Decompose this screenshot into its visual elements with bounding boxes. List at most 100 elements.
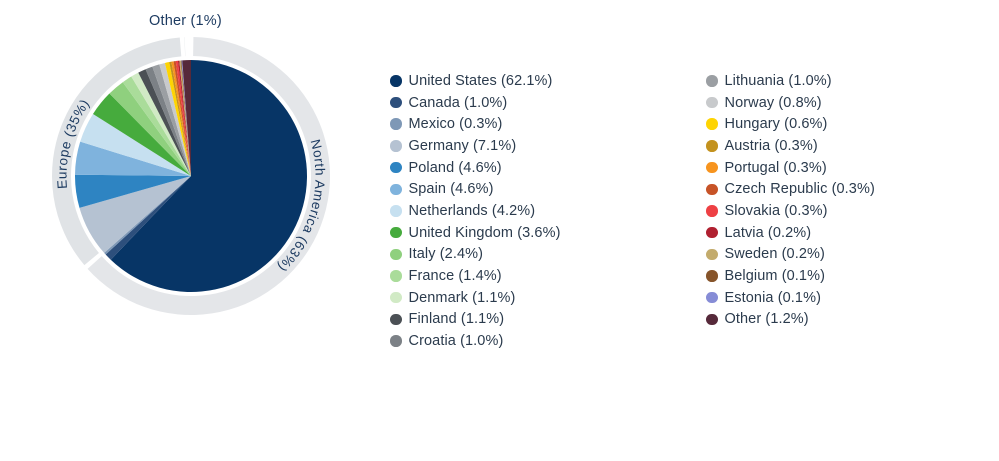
legend-label: Other (1.2%) <box>724 311 809 328</box>
pie-slice-hungary <box>164 62 191 177</box>
legend-item-austria: Austria (0.3%) <box>706 135 875 157</box>
legend-label: Austria (0.3%) <box>724 137 818 154</box>
legend-item-sweden: Sweden (0.2%) <box>706 244 875 266</box>
legend-swatch-finland <box>390 313 402 326</box>
legend-column-1: United States (62.1%) Canada (1.0%) Mexico… <box>390 70 561 352</box>
legend-label: France (1.4%) <box>408 268 502 285</box>
legend-swatch-belgium <box>706 270 718 282</box>
legend-label: Estonia (0.1%) <box>724 289 821 306</box>
pie-slice-lithuania <box>152 64 191 176</box>
legend-swatch-other <box>706 313 718 326</box>
legend-item-hungary: Hungary (0.6%) <box>706 113 875 135</box>
legend-label: Finland (1.1%) <box>408 311 505 328</box>
legend-label: Czech Republic (0.3%) <box>724 181 875 198</box>
pie-slice-austria <box>169 61 191 176</box>
legend-swatch-austria <box>706 140 718 152</box>
legend-item-poland: Poland (4.6%) <box>390 157 561 179</box>
legend-label: Latvia (0.2%) <box>724 224 812 241</box>
legend-item-spain: Spain (4.6%) <box>390 178 561 200</box>
legend-swatch-netherlands <box>390 205 402 217</box>
legend-label: United Kingdom (3.6%) <box>408 224 561 241</box>
legend-swatch-italy <box>390 248 402 261</box>
legend-item-denmark: Denmark (1.1%) <box>390 287 561 309</box>
legend-swatch-lithuania <box>706 75 718 87</box>
legend-label: Croatia (1.0%) <box>408 333 504 350</box>
legend-item-united-kingdom: United Kingdom (3.6%) <box>390 222 561 244</box>
legend-swatch-poland <box>390 161 402 174</box>
legend-swatch-united-kingdom <box>390 226 402 239</box>
legend-swatch-canada <box>390 96 402 109</box>
legend-item-canada: Canada (1.0%) <box>390 92 561 114</box>
legend-label: Portugal (0.3%) <box>724 159 827 176</box>
legend-label: Mexico (0.3%) <box>408 116 503 133</box>
legend-label: Sweden (0.2%) <box>724 246 825 263</box>
legend-item-mexico: Mexico (0.3%) <box>390 113 561 135</box>
legend-label: Poland (4.6%) <box>408 159 502 176</box>
legend-swatch-czech-republic <box>706 183 718 196</box>
legend-item-lithuania: Lithuania (1.0%) <box>706 70 875 92</box>
pie-slice-sweden <box>179 60 191 176</box>
legend-label: Slovakia (0.3%) <box>724 202 828 219</box>
ring-segment-other <box>184 37 186 57</box>
legend-column-2: Lithuania (1.0%) Norway (0.8%) Hungary (0.… <box>706 70 875 330</box>
pie-slice-netherlands <box>80 113 191 176</box>
legend-item-netherlands: Netherlands (4.2%) <box>390 200 561 222</box>
legend-item-germany: Germany (7.1%) <box>390 135 561 157</box>
legend-label: Belgium (0.1%) <box>724 268 826 285</box>
legend-swatch-slovakia <box>706 205 718 217</box>
legend-label: Hungary (0.6%) <box>724 116 828 133</box>
legend-swatch-spain <box>390 183 402 196</box>
pie-slice-italy <box>109 82 191 176</box>
legend-label: Spain (4.6%) <box>408 181 494 198</box>
legend-swatch-croatia <box>390 335 402 347</box>
legend-swatch-france <box>390 270 402 282</box>
legend-label: United States (62.1%) <box>408 72 553 89</box>
legend-label: Canada (1.0%) <box>408 94 508 111</box>
legend-item-france: France (1.4%) <box>390 265 561 287</box>
legend-label: Italy (2.4%) <box>408 246 484 263</box>
pie-slice-denmark <box>131 72 191 176</box>
pie-slice-canada <box>105 176 191 260</box>
pie-slice-poland <box>75 174 191 208</box>
pie-slice-czech-republic <box>173 61 191 176</box>
legend-swatch-hungary <box>706 118 718 130</box>
legend-swatch-latvia <box>706 226 718 239</box>
donut-ring <box>51 37 331 315</box>
ring-segment-north-america <box>87 37 331 315</box>
pie-slice-slovakia <box>175 60 191 176</box>
legend-item-belgium: Belgium (0.1%) <box>706 265 875 287</box>
legend-item-estonia: Estonia (0.1%) <box>706 287 875 309</box>
legend-item-other: Other (1.2%) <box>706 309 875 331</box>
pie-slice-france <box>122 76 191 176</box>
pie-slice-united-kingdom <box>92 93 191 176</box>
pie-slice-croatia <box>145 66 191 176</box>
legend-label: Germany (7.1%) <box>408 137 517 154</box>
pie-slice-norway <box>159 62 191 176</box>
ring-segment-europe <box>51 37 182 266</box>
pie-slice-spain <box>75 141 191 176</box>
legend-swatch-united-states <box>390 75 402 87</box>
legend-label: Netherlands (4.2%) <box>408 202 536 219</box>
legend-label: Denmark (1.1%) <box>408 289 516 306</box>
legend-swatch-norway <box>706 96 718 109</box>
legend-item-norway: Norway (0.8%) <box>706 92 875 114</box>
pie-slice-mexico <box>104 176 191 255</box>
legend-item-czech-republic: Czech Republic (0.3%) <box>706 178 875 200</box>
legend-item-croatia: Croatia (1.0%) <box>390 330 561 352</box>
pie-slice-estonia <box>181 60 191 176</box>
legend-item-united-states: United States (62.1%) <box>390 70 561 92</box>
legend-label: Lithuania (1.0%) <box>724 72 832 89</box>
legend-item-portugal: Portugal (0.3%) <box>706 157 875 179</box>
legend-swatch-estonia <box>706 291 718 304</box>
legend-swatch-denmark <box>390 291 402 304</box>
pie-slice-belgium <box>180 60 191 176</box>
legend-swatch-mexico <box>390 118 402 130</box>
legend-swatch-portugal <box>706 161 718 174</box>
legend-item-italy: Italy (2.4%) <box>390 244 561 266</box>
legend-label: Norway (0.8%) <box>724 94 822 111</box>
pie-slice-portugal <box>171 61 191 176</box>
legend-swatch-sweden <box>706 248 718 261</box>
legend-swatch-germany <box>390 140 402 152</box>
pie-slice-finland <box>138 69 191 176</box>
